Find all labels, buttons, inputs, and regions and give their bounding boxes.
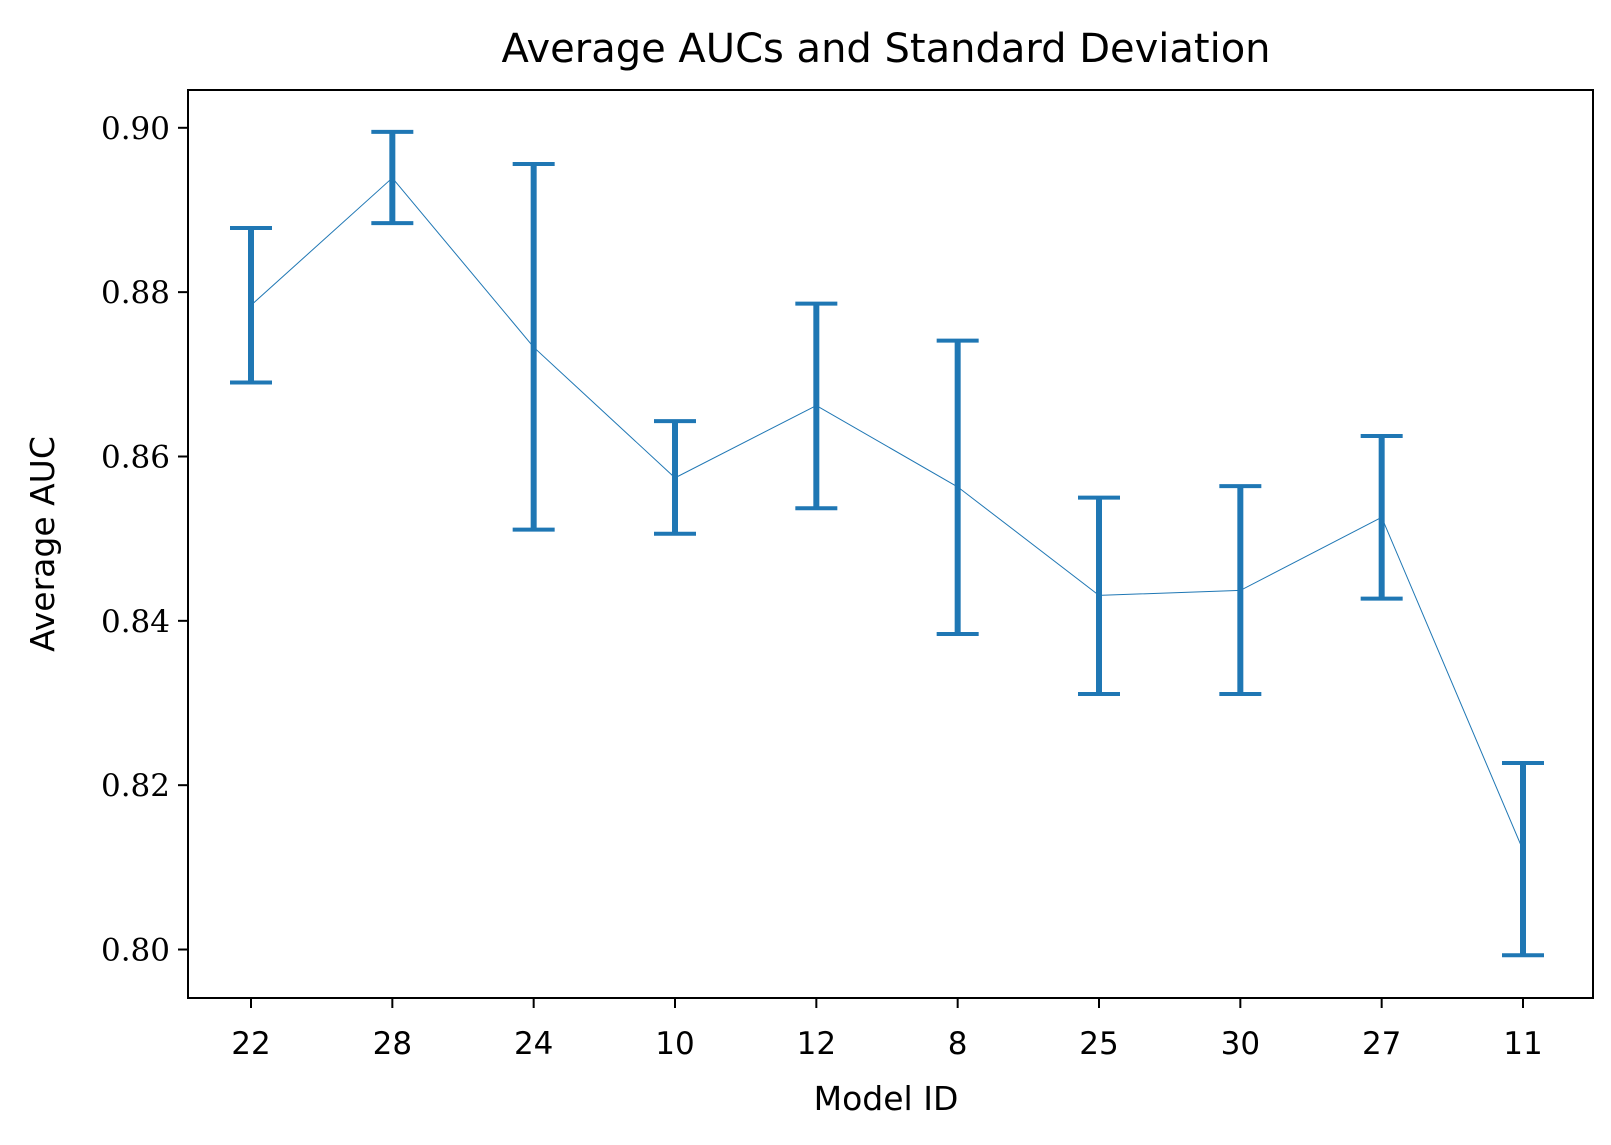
error-bar [936, 338, 979, 636]
error-bar [371, 129, 414, 226]
x-axis: 22 28 24 10 12 8 25 30 27 11 [231, 998, 1543, 1062]
series-line [250, 177, 1524, 851]
error-bar [512, 161, 555, 532]
error-bar [795, 301, 838, 511]
error-bar [1502, 760, 1544, 958]
x-tick-label: 27 [1362, 1026, 1401, 1062]
error-bar [230, 226, 272, 385]
x-tick-label: 30 [1221, 1026, 1260, 1062]
x-axis-label: Model ID [814, 1079, 959, 1118]
error-bar [654, 419, 696, 536]
y-tick-label: 0.86 [101, 439, 170, 475]
y-tick-label: 0.80 [101, 933, 170, 969]
plot-area [187, 89, 1594, 999]
x-tick-label: 25 [1079, 1026, 1118, 1062]
data-series [230, 129, 1544, 958]
y-tick-label: 0.84 [101, 604, 170, 640]
x-tick-label: 28 [373, 1026, 412, 1062]
chart-title: Average AUCs and Standard Deviation [501, 26, 1270, 72]
y-axis-label: Average AUC [23, 436, 62, 652]
x-tick-label: 22 [231, 1026, 270, 1062]
x-tick-label: 10 [655, 1026, 694, 1062]
error-bar [1219, 484, 1262, 696]
y-tick-label: 0.88 [101, 275, 170, 311]
x-tick-label: 8 [948, 1026, 968, 1062]
y-axis: 0.80 0.82 0.84 0.86 0.88 0.90 [101, 111, 188, 969]
x-tick-label: 24 [514, 1026, 553, 1062]
error-bar [1078, 495, 1120, 696]
y-tick-label: 0.90 [101, 111, 170, 147]
error-bar [1360, 433, 1403, 601]
x-tick-label: 11 [1503, 1026, 1542, 1062]
y-tick-label: 0.82 [101, 768, 170, 804]
x-tick-label: 12 [797, 1026, 836, 1062]
